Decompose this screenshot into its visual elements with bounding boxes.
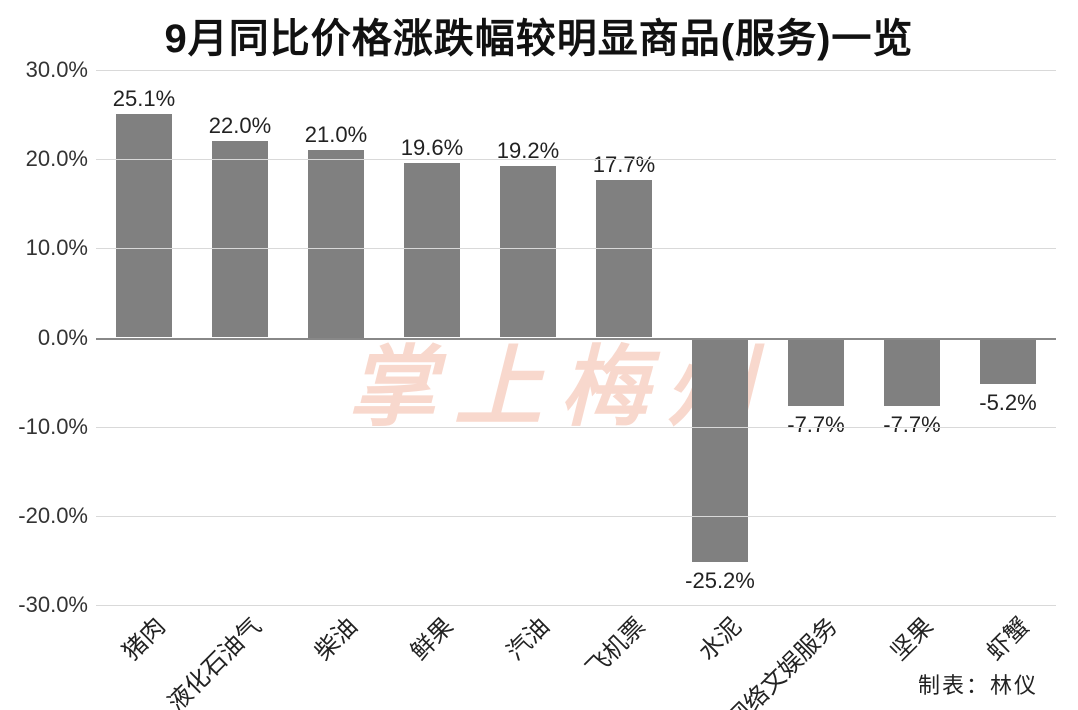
chart-container: 9月同比价格涨跌幅较明显商品(服务)一览 掌上梅州 25.1%猪肉22.0%液化… [0, 0, 1078, 710]
x-category-label: 汽油 [494, 605, 556, 667]
y-tick-label: 0.0% [38, 325, 96, 351]
y-tick-label: 20.0% [26, 146, 96, 172]
chart-title: 9月同比价格涨跌幅较明显商品(服务)一览 [0, 6, 1078, 64]
x-category-label: 猪肉 [110, 605, 172, 667]
bar [212, 141, 268, 337]
bar-value-label: -5.2% [938, 390, 1078, 416]
bar [596, 180, 652, 338]
x-category-label: 水泥 [686, 605, 748, 667]
gridline [96, 248, 1056, 249]
x-category-label: 飞机票 [573, 605, 651, 683]
bar [980, 338, 1036, 384]
x-category-label: 柴油 [302, 605, 364, 667]
credit-text: 制表：林仪 [918, 668, 1038, 700]
gridline [96, 70, 1056, 71]
bar [788, 338, 844, 407]
bar [884, 338, 940, 407]
y-tick-label: -30.0% [18, 592, 96, 618]
bar [116, 114, 172, 338]
x-category-label: 虾蟹 [974, 605, 1036, 667]
x-category-label: 坚果 [878, 605, 940, 667]
y-tick-label: -10.0% [18, 414, 96, 440]
plot-area: 25.1%猪肉22.0%液化石油气21.0%柴油19.6%鲜果19.2%汽油17… [96, 70, 1056, 605]
y-tick-label: 30.0% [26, 57, 96, 83]
y-tick-label: -20.0% [18, 503, 96, 529]
y-tick-label: 10.0% [26, 235, 96, 261]
gridline [96, 159, 1056, 160]
gridline [96, 338, 1056, 340]
bar [692, 338, 748, 563]
gridline [96, 516, 1056, 517]
bar [500, 166, 556, 337]
gridline [96, 427, 1056, 428]
bar [404, 163, 460, 338]
gridline [96, 605, 1056, 606]
x-category-label: 鲜果 [398, 605, 460, 667]
bar [308, 150, 364, 337]
x-category-label: 液化石油气 [155, 605, 267, 710]
